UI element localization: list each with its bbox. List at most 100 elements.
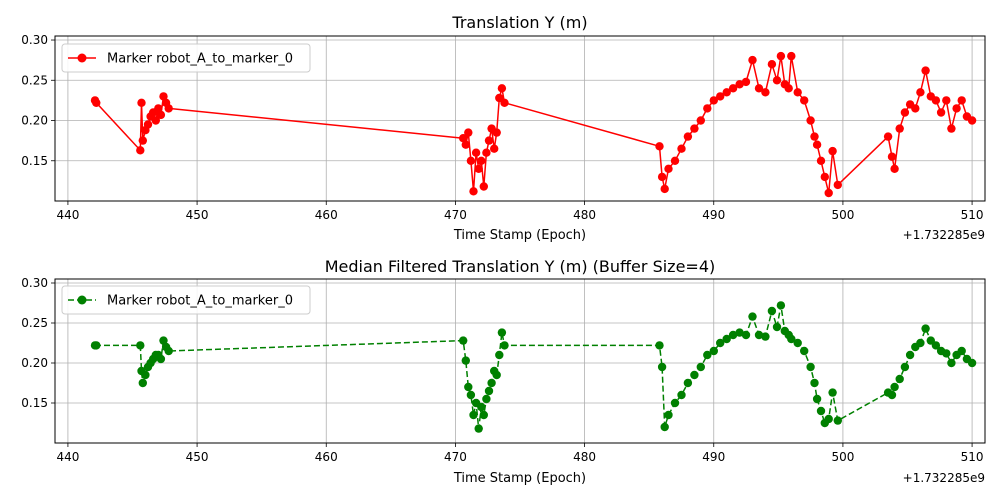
bottom-chart-axes-frame <box>54 278 986 444</box>
bottom-chart-y-tick-label: 0.20 <box>21 356 48 370</box>
top-chart-y-tick-label: 0.25 <box>21 73 48 87</box>
bottom-chart-data-point <box>816 406 826 416</box>
bottom-chart-legend: Marker robot_A_to_marker_0 <box>61 285 311 315</box>
bottom-chart-y-tick-label: 0.15 <box>21 396 48 410</box>
top-chart-data-point <box>761 88 770 97</box>
bottom-chart-data-point <box>497 328 507 337</box>
top-chart-data-point <box>967 116 977 125</box>
top-chart-data-point <box>136 146 145 155</box>
bottom-chart-data-point <box>495 350 504 360</box>
top-chart-ticks: 440 450 460 470 480 490 500 510 0.15 0.20 0.25 0.30 <box>21 33 983 222</box>
top-chart-data-point <box>824 188 833 198</box>
bottom-chart-data-point <box>677 390 686 400</box>
bottom-chart-data-point <box>890 382 899 392</box>
top-chart-data-point <box>464 128 473 137</box>
top-chart-data-point <box>477 156 486 165</box>
bottom-chart-title: Median Filtered Translation Y (m) (Buffe… <box>325 257 715 276</box>
top-chart-x-tick-label: 510 <box>961 208 984 222</box>
top-chart-data-point <box>787 51 796 61</box>
top-chart-data-point <box>159 92 168 101</box>
top-chart-data-point <box>741 77 751 87</box>
top-chart-data-point <box>716 92 725 101</box>
bottom-chart-x-tick-label: 460 <box>315 450 338 464</box>
top-chart-data-point <box>921 66 930 75</box>
bottom-chart-data-point <box>905 350 915 360</box>
top-chart-x-tick-label: 500 <box>831 208 854 222</box>
bottom-chart-data-point <box>461 356 470 365</box>
bottom-chart-data-point <box>887 390 897 400</box>
bottom-chart-data-point <box>812 394 822 404</box>
bottom-chart-data-point <box>487 378 496 388</box>
bottom-chart-x-axis-label: Time Stamp (Epoch) <box>453 471 586 486</box>
top-chart-data-point <box>810 132 819 141</box>
top-chart-data-point <box>670 156 680 165</box>
bottom-chart-data-point <box>138 378 147 388</box>
bottom-chart-data-point <box>824 414 833 424</box>
bottom-chart-data-point <box>787 334 796 344</box>
bottom-chart-data-point <box>716 338 725 348</box>
bottom-chart-legend-label: Marker robot_A_to_marker_0 <box>107 294 293 309</box>
top-chart-legend: Marker robot_A_to_marker_0 <box>61 43 311 73</box>
top-chart-data-point <box>469 187 478 196</box>
bottom-chart-data-point <box>800 346 809 356</box>
top-chart-x-tick-label: 440 <box>56 208 79 222</box>
bottom-chart-series <box>90 301 977 433</box>
top-chart-data-point <box>660 184 669 194</box>
bottom-chart-panel: Median Filtered Translation Y (m) (Buffe… <box>21 257 986 486</box>
bottom-chart-data-point <box>776 301 786 310</box>
bottom-chart-data-point <box>696 362 705 372</box>
top-chart-data-point <box>748 55 757 65</box>
top-chart-data-point <box>895 124 904 133</box>
bottom-chart-data-point <box>806 362 815 372</box>
top-chart-data-point <box>474 164 483 173</box>
top-chart-series <box>90 51 977 198</box>
bottom-chart-data-point <box>921 324 930 333</box>
bottom-chart-data-point <box>655 341 664 350</box>
top-chart-data-point <box>154 104 163 113</box>
top-chart-data-point <box>806 116 815 125</box>
top-chart-data-point <box>800 96 809 105</box>
bottom-chart-data-point <box>141 370 150 380</box>
top-chart-data-point <box>754 84 764 93</box>
top-chart-data-point <box>461 140 470 149</box>
bottom-chart-y-tick-label: 0.30 <box>21 276 48 290</box>
top-chart-axes-frame <box>54 35 986 202</box>
bottom-chart-data-point <box>92 341 101 350</box>
bottom-chart-data-point <box>164 346 173 356</box>
bottom-chart-data-point <box>466 390 476 400</box>
top-chart-legend-marker <box>77 53 87 63</box>
top-chart-data-point <box>812 140 822 149</box>
bottom-chart-data-point <box>767 306 777 316</box>
top-chart-data-point <box>479 182 488 191</box>
top-chart-data-point <box>657 172 667 182</box>
bottom-chart-x-tick-label: 510 <box>961 450 984 464</box>
bottom-chart-x-tick-label: 440 <box>56 450 79 464</box>
bottom-chart-data-point <box>833 416 842 425</box>
top-chart-data-point <box>703 104 712 113</box>
top-chart-data-point <box>92 98 101 108</box>
top-chart-x-axis-label: Time Stamp (Epoch) <box>453 228 586 243</box>
top-chart-data-point <box>776 51 786 61</box>
top-chart-panel: Translation Y (m) 440 450 460 470 480 490 500 5… <box>21 13 986 243</box>
bottom-chart-data-point <box>670 398 680 408</box>
top-chart-data-point <box>833 180 842 190</box>
top-chart-data-point <box>497 84 507 93</box>
bottom-chart-data-point <box>772 322 782 332</box>
top-chart-data-point <box>793 88 802 97</box>
top-chart-x-offset-label: +1.732285e9 <box>903 228 985 242</box>
bottom-chart-data-point <box>482 394 491 404</box>
bottom-chart-data-point <box>957 346 966 356</box>
top-chart-data-point <box>156 110 166 120</box>
bottom-chart-x-tick-label: 450 <box>186 450 209 464</box>
top-chart-data-point <box>709 96 718 105</box>
top-chart-data-point <box>900 108 910 117</box>
top-chart-data-point <box>828 146 837 156</box>
top-chart-grid <box>55 36 985 201</box>
top-chart-data-point <box>664 164 673 173</box>
top-chart-x-tick-label: 480 <box>573 208 596 222</box>
bottom-chart-data-point <box>942 349 951 358</box>
bottom-chart-data-point <box>916 338 925 348</box>
bottom-chart-y-tick-label: 0.25 <box>21 316 48 330</box>
bottom-chart-data-point <box>947 358 956 368</box>
